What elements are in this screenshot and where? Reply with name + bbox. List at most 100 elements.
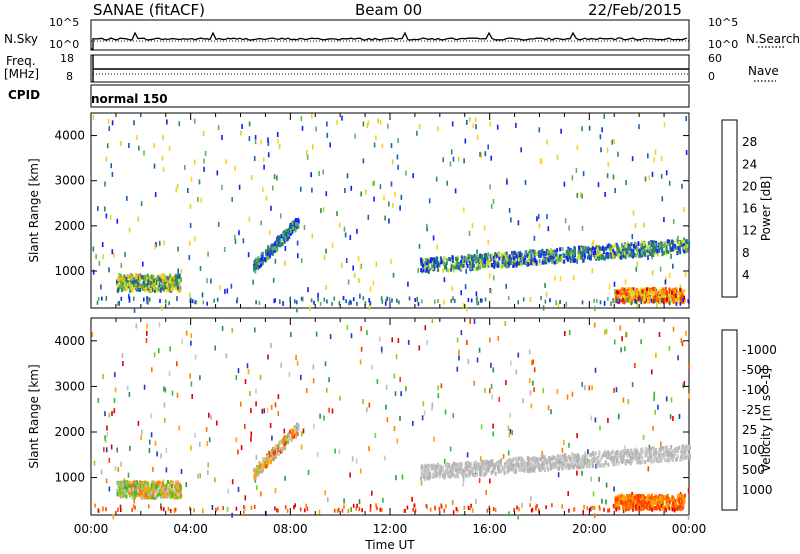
velocity-noise-cell — [237, 368, 240, 374]
power-echo-cell — [681, 292, 683, 297]
power-echo-cell — [588, 250, 591, 255]
power-noise-cell — [417, 267, 419, 273]
power-noise-cell — [475, 291, 478, 297]
power-echo-cell — [288, 232, 290, 237]
velocity-noise-cell — [231, 327, 233, 333]
power-echo-cell — [601, 255, 604, 259]
power-echo-cell — [542, 252, 545, 257]
power-echo-cell — [652, 287, 655, 292]
power-ytick-label: 4000 — [54, 129, 85, 143]
power-echo-cell — [490, 257, 493, 262]
velocity-noise-cell — [647, 466, 650, 472]
velocity-echo-cell — [116, 480, 119, 485]
power-noise-cell — [128, 293, 130, 299]
power-noise-cell — [653, 157, 655, 163]
power-echo-cell — [675, 289, 678, 293]
velocity-noise-cell — [366, 330, 368, 336]
velocity-echo-cell — [672, 450, 675, 455]
power-echo-cell — [422, 268, 425, 273]
velocity-echo-cell — [159, 494, 162, 499]
power-noise-cell — [464, 284, 467, 290]
power-noise-cell — [614, 188, 616, 194]
power-noise-cell — [306, 154, 309, 160]
power-echo-cell — [631, 249, 633, 254]
power-echo-cell — [146, 283, 149, 288]
power-echo-cell — [661, 248, 664, 253]
velocity-echo-cell — [474, 466, 477, 471]
power-noise-cell — [544, 282, 546, 288]
velocity-echo-cell — [266, 457, 269, 462]
velocity-echo-cell — [668, 452, 671, 457]
velocity-noise-cell — [532, 380, 534, 386]
power-strip-cell — [470, 298, 473, 303]
nave-tick-top: 60 — [708, 52, 722, 65]
power-echo-cell — [627, 287, 630, 292]
power-echo-cell — [462, 258, 465, 263]
power-echo-cell — [294, 228, 297, 233]
power-noise-cell — [396, 154, 399, 160]
velocity-noise-cell — [221, 325, 224, 331]
power-echo-cell — [476, 262, 479, 267]
velocity-echo-cell — [615, 461, 617, 466]
power-noise-cell — [492, 275, 495, 281]
power-noise-cell — [547, 226, 550, 232]
velocity-echo-cell — [516, 460, 519, 465]
velocity-echo-cell — [622, 454, 625, 459]
power-echo-cell — [471, 261, 474, 266]
velocity-noise-cell — [117, 467, 120, 473]
velocity-noise-cell — [467, 359, 470, 364]
power-echo-cell — [660, 295, 663, 300]
power-noise-cell — [492, 199, 495, 204]
velocity-echo-cell — [132, 494, 135, 499]
velocity-noise-cell — [399, 376, 401, 382]
power-echo-cell — [604, 246, 607, 251]
velocity-echo-cell — [655, 501, 658, 505]
velocity-echo-cell — [666, 453, 669, 458]
velocity-echo-cell — [529, 462, 532, 467]
power-echo-cell — [166, 282, 168, 287]
velocity-strip-cell — [352, 503, 355, 508]
velocity-echo-cell — [576, 465, 579, 470]
velocity-noise-cell — [621, 336, 623, 342]
power-noise-cell — [341, 115, 343, 121]
velocity-noise-cell — [255, 454, 258, 460]
power-echo-cell — [139, 288, 141, 292]
velocity-echo-cell — [653, 447, 656, 452]
power-noise-cell — [155, 242, 157, 248]
power-noise-cell — [300, 186, 302, 192]
power-echo-cell — [178, 288, 181, 293]
velocity-strip-cell — [148, 504, 150, 509]
power-noise-cell — [373, 196, 375, 202]
velocity-noise-cell — [472, 507, 474, 513]
velocity-echo-cell — [607, 462, 610, 467]
velocity-echo-cell — [438, 464, 441, 469]
velocity-echo-cell — [467, 464, 470, 469]
power-echo-cell — [445, 258, 448, 263]
velocity-echo-cell — [642, 499, 645, 504]
nsearch-tick-top: 10^5 — [708, 16, 739, 29]
velocity-echo-cell — [654, 454, 657, 459]
velocity-echo-cell — [420, 464, 423, 469]
velocity-echo-cell — [538, 467, 541, 472]
velocity-noise-cell — [542, 388, 545, 394]
velocity-echo-cell — [627, 496, 630, 501]
velocity-echo-cell — [617, 454, 620, 459]
power-echo-cell — [503, 251, 506, 256]
power-noise-cell — [113, 252, 115, 258]
velocity-echo-cell — [636, 497, 639, 502]
power-echo-cell — [625, 247, 628, 252]
velocity-noise-cell — [205, 426, 208, 432]
velocity-echo-cell — [123, 480, 126, 485]
velocity-noise-cell — [146, 330, 148, 336]
power-noise-cell — [359, 264, 362, 270]
velocity-noise-cell — [507, 450, 510, 456]
power-noise-cell — [311, 187, 313, 193]
power-echo-cell — [274, 248, 277, 253]
velocity-noise-cell — [678, 414, 681, 419]
velocity-echo-cell — [155, 485, 158, 490]
power-noise-cell — [197, 196, 199, 202]
velocity-noise-cell — [358, 499, 361, 505]
velocity-noise-cell — [593, 322, 596, 328]
power-echo-cell — [514, 253, 516, 258]
power-noise-cell — [318, 171, 320, 176]
